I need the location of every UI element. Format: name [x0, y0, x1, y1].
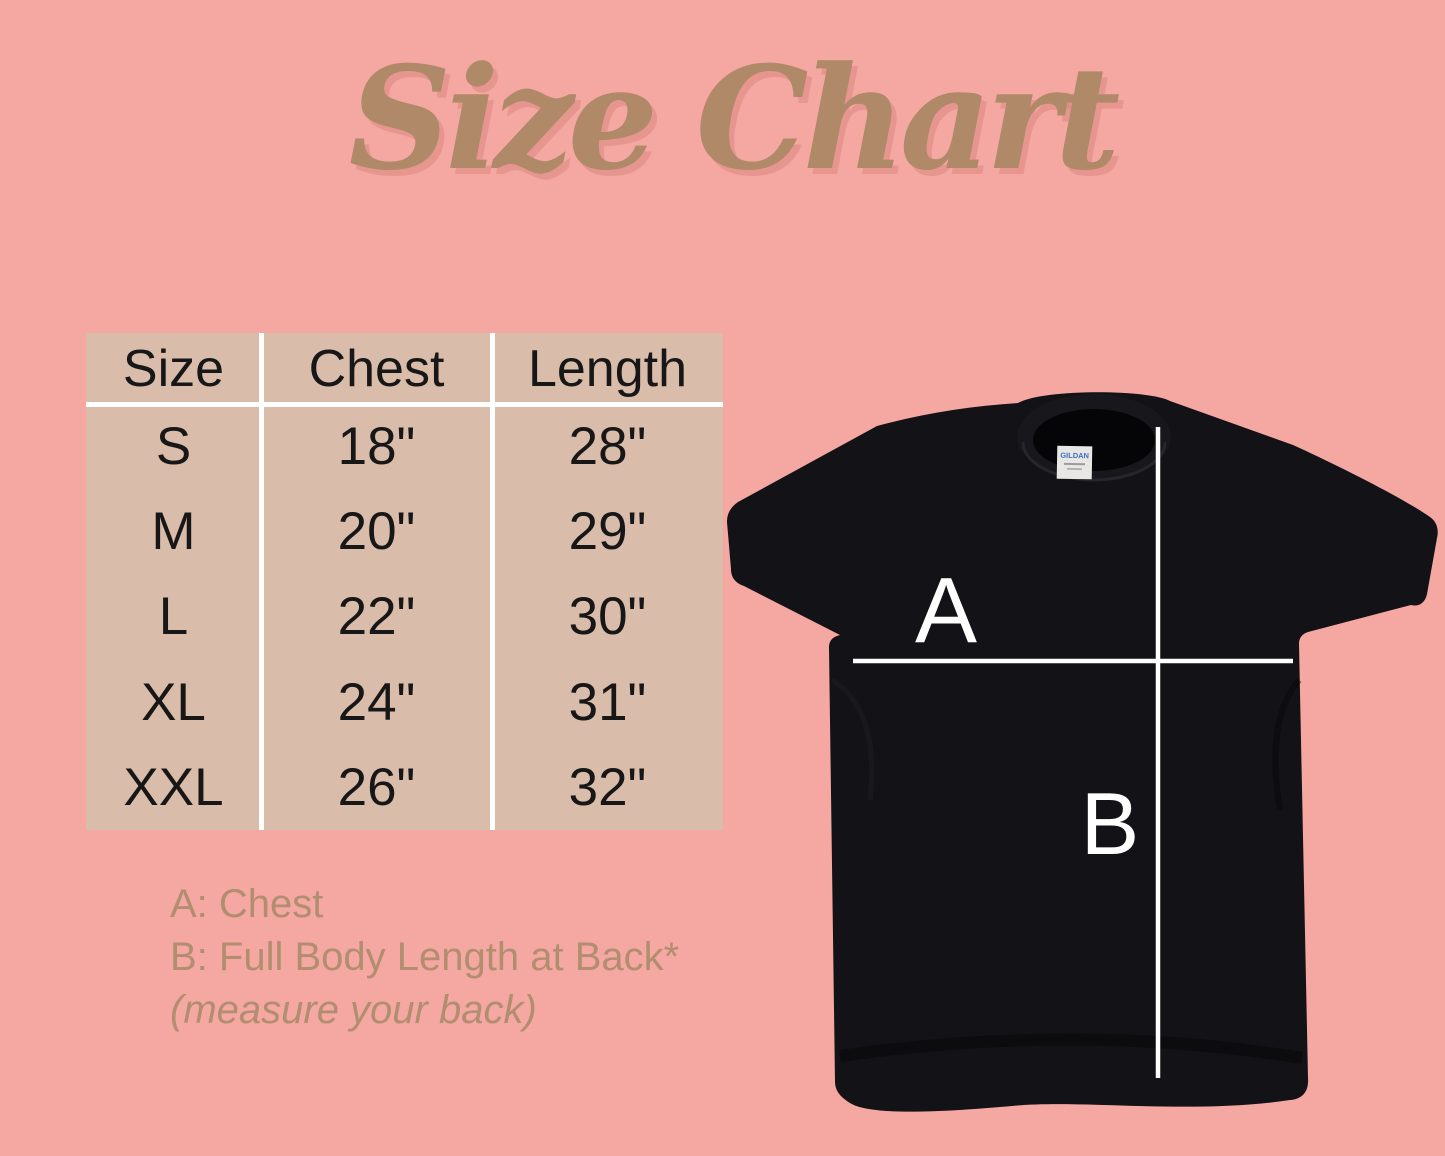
table-cell-length: 28" [568, 417, 647, 477]
table-cell-size: XL [141, 672, 206, 732]
table-cell-chest: 26" [337, 757, 416, 817]
note-a: A: Chest [170, 882, 324, 926]
wrinkle-shadow [1272, 678, 1302, 811]
size-table: Size Chest Length S 18" 28" M 20" 29" L … [86, 333, 723, 830]
tshirt-svg: GILDAN A B [727, 392, 1438, 1112]
tshirt-image: GILDAN A B [720, 380, 1445, 1156]
table-cell-size: S [155, 417, 192, 477]
column-divider [259, 333, 264, 830]
wrinkle-highlight [830, 677, 875, 801]
table-cell-length: 30" [568, 587, 647, 647]
measurement-notes: A: Chest B: Full Body Length at Back* (m… [170, 878, 679, 1037]
table-cell-chest: 22" [337, 587, 416, 647]
column-divider [490, 333, 495, 830]
header-divider [86, 402, 723, 407]
table-cell-chest: 18" [337, 417, 416, 477]
table-cell-size: XXL [123, 757, 224, 817]
table-cell-chest: 24" [337, 672, 416, 732]
table-cell-length: 32" [568, 757, 647, 817]
col-header-size: Size [122, 339, 225, 398]
brand-tag-text: GILDAN [1060, 451, 1089, 461]
table-cell-chest: 20" [337, 502, 416, 562]
brand-tag-line [1066, 467, 1082, 471]
brand-tag-line [1063, 462, 1085, 466]
note-b: B: Full Body Length at Back* [170, 935, 680, 979]
hem-fold-shadow [839, 1033, 1303, 1064]
table-cell-length: 29" [568, 502, 647, 562]
marker-b: B [1081, 774, 1140, 873]
table-cell-size: L [158, 587, 189, 647]
note-hint: (measure your back) [170, 988, 537, 1032]
brand-tag: GILDAN [1056, 445, 1093, 480]
marker-a: A [915, 558, 977, 662]
col-header-chest: Chest [308, 339, 445, 398]
col-header-length: Length [527, 339, 688, 398]
table-cell-length: 31" [568, 672, 647, 732]
collar-opening [1033, 409, 1155, 471]
page-title: Size Chart [348, 36, 1121, 202]
tshirt-silhouette [727, 392, 1438, 1112]
brand-tag-paper [1056, 445, 1093, 480]
table-cell-size: M [151, 502, 196, 562]
